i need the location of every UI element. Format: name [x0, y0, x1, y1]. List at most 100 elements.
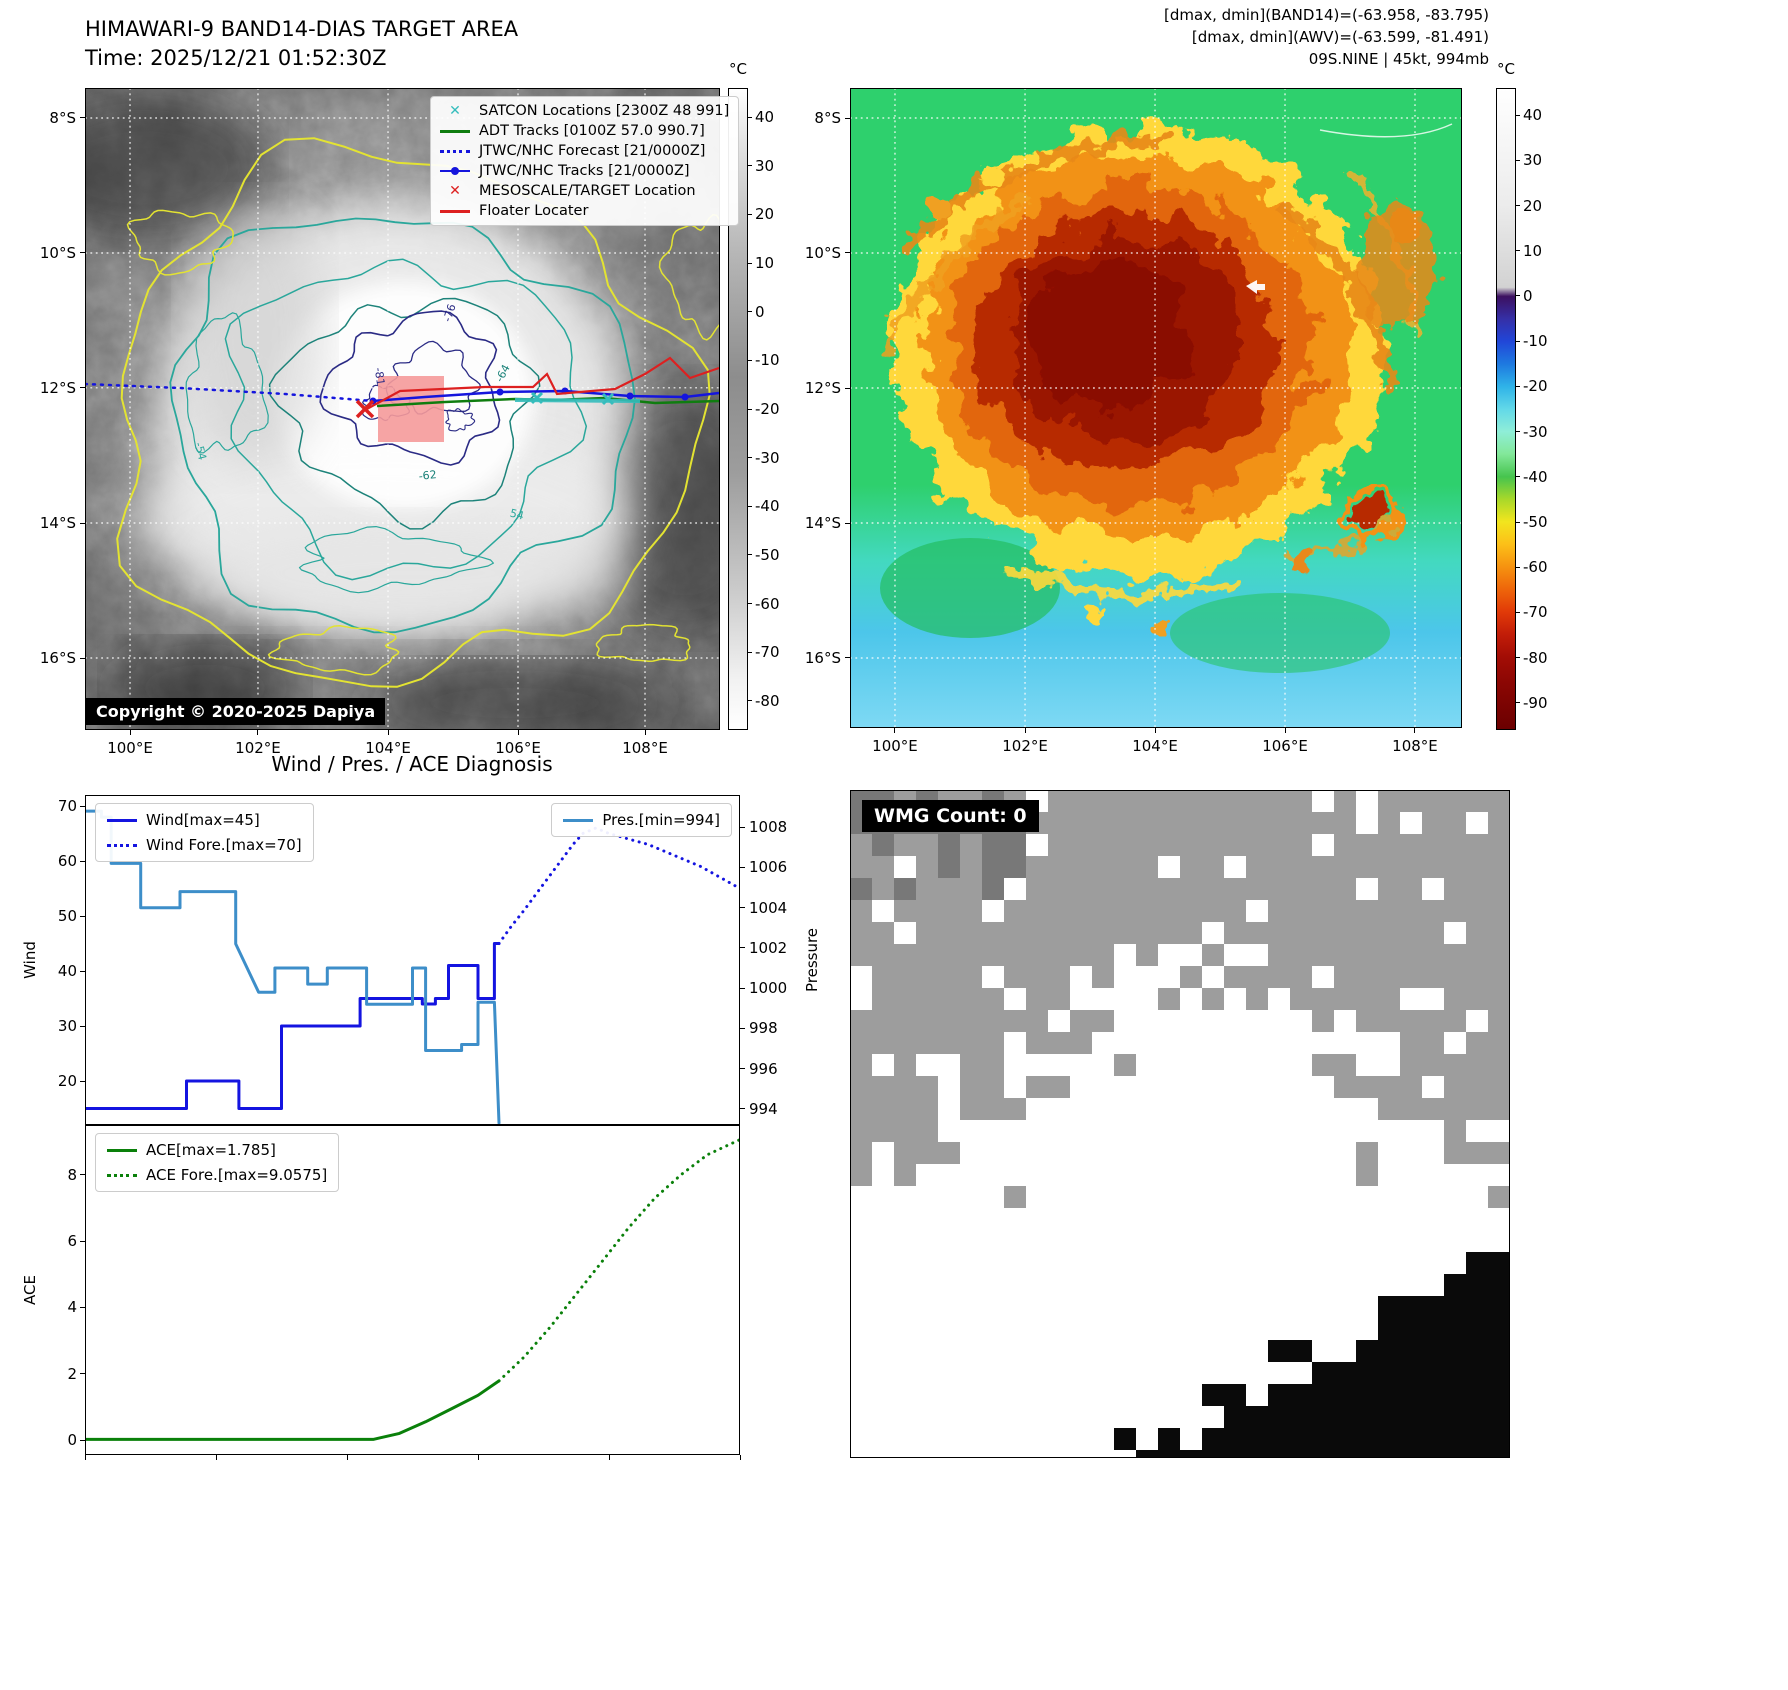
wmg-pixel [1268, 1406, 1290, 1428]
y-tick-label: 8°S [49, 108, 76, 127]
wmg-pixel [1136, 944, 1158, 966]
wmg-pixel [1466, 1450, 1488, 1458]
wmg-pixel [1444, 1010, 1466, 1032]
wmg-pixel [1048, 922, 1070, 944]
ace-tick-label: 2 [67, 1364, 77, 1383]
x-tick-label: 100°E [872, 737, 918, 755]
wmg-pixel [960, 966, 982, 988]
wmg-pixel [960, 878, 982, 900]
wmg-pixel [1246, 834, 1268, 856]
wmg-pixel [1444, 944, 1466, 966]
wmg-pixel [1356, 900, 1378, 922]
wmg-pixel [1246, 988, 1268, 1010]
wmg-pixel [1136, 922, 1158, 944]
wmg-pixel [982, 1098, 1004, 1120]
pressure-tick-mark [740, 987, 745, 989]
wmg-pixel [1466, 900, 1488, 922]
band14-time-subtitle: Time: 2025/12/21 01:52:30Z [85, 46, 387, 70]
y-tick-label: 10°S [39, 243, 76, 262]
wmg-pixel [1290, 922, 1312, 944]
wmg-pixel [1400, 1054, 1422, 1076]
wmg-pixel [1004, 856, 1026, 878]
dmax-dmin-band14-header: [dmax, dmin](BAND14)=(-63.958, -83.795) [1164, 6, 1489, 24]
legend-label: ACE[max=1.785] [146, 1141, 276, 1159]
contour-path [298, 526, 494, 594]
wmg-pixel [1048, 834, 1070, 856]
pressure-tick-mark [740, 826, 745, 828]
wmg-pixel [1026, 878, 1048, 900]
colorbar-tick-mark [1516, 431, 1520, 433]
legend-label: Wind[max=45] [146, 811, 260, 829]
colorbar-tick-label: -90 [1523, 693, 1548, 712]
wmg-pixel [1070, 900, 1092, 922]
colorbar-tick-mark [748, 603, 752, 605]
wmg-pixel [1180, 878, 1202, 900]
wmg-pixel [850, 944, 872, 966]
wmg-pixel [850, 1142, 872, 1164]
awv-imagery [850, 88, 1462, 728]
wmg-pixel [1224, 878, 1246, 900]
wmg-pixel [1444, 1142, 1466, 1164]
wmg-pixel [1466, 1318, 1488, 1340]
colorbar-tick-label: 30 [755, 156, 775, 175]
wmg-pixel [872, 1032, 894, 1054]
pressure-tick-mark [740, 866, 745, 868]
wmg-pixel [982, 988, 1004, 1010]
x-tick-mark [739, 1455, 741, 1460]
cold-cloud-core [892, 128, 1384, 572]
wmg-pixel [1136, 900, 1158, 922]
colorbar-tick-mark [748, 213, 752, 215]
wmg-pixel [938, 1032, 960, 1054]
wmg-pixel [1400, 1032, 1422, 1054]
pressure-axis-label: Pressure [803, 927, 821, 993]
wmg-pixel [1400, 944, 1422, 966]
legend-label: Floater Locater [479, 203, 589, 219]
colorbar-tick-label: -30 [755, 448, 780, 467]
wmg-pixel [1070, 856, 1092, 878]
wmg-pixel [1136, 1450, 1158, 1458]
y-tick-mark [845, 252, 850, 254]
wmg-pixel [1422, 1318, 1444, 1340]
series-line [85, 942, 501, 1110]
wmg-pixel [1400, 900, 1422, 922]
wmg-pixel [1466, 834, 1488, 856]
wmg-pixel [894, 1010, 916, 1032]
x-tick-label: 108°E [622, 739, 668, 757]
wmg-pixel [872, 1120, 894, 1142]
wmg-pixel [1444, 878, 1466, 900]
wmg-pixel [1114, 922, 1136, 944]
wmg-pixel [1400, 856, 1422, 878]
wmg-pixel [1180, 834, 1202, 856]
band14-colorbar [728, 88, 748, 730]
wmg-pixel [982, 1010, 1004, 1032]
storm-id-intensity-header: 09S.NINE | 45kt, 994mb [1308, 50, 1489, 68]
wmg-pixel [1290, 878, 1312, 900]
wmg-pixel [872, 1010, 894, 1032]
wmg-pixel [894, 988, 916, 1010]
wmg-pixel [850, 856, 872, 878]
ace-tick-mark [80, 1240, 85, 1242]
wmg-pixel [960, 856, 982, 878]
colorbar-tick-mark [1516, 159, 1520, 161]
legend-entry: ACE[max=1.785] [107, 1141, 327, 1159]
wmg-pixel [894, 1032, 916, 1054]
wmg-pixel [1224, 834, 1246, 856]
awv-grid [850, 88, 1462, 728]
wmg-pixel [1444, 1274, 1466, 1296]
wmg-pixel [1092, 966, 1114, 988]
wmg-pixel [1136, 856, 1158, 878]
legend-label: MESOSCALE/TARGET Location [479, 183, 696, 199]
legend-label: ADT Tracks [0100Z 57.0 990.7] [479, 123, 705, 139]
wmg-pixel [916, 1076, 938, 1098]
wmg-pixel [1048, 900, 1070, 922]
solid-line-swatch [440, 209, 470, 213]
wmg-pixel [1422, 1428, 1444, 1450]
wmg-pixel [1378, 834, 1400, 856]
wmg-count-label: WMG Count: 0 [862, 800, 1039, 832]
awv-colorbar [1496, 88, 1516, 730]
contour-path [224, 258, 588, 581]
wmg-pixel [1488, 878, 1510, 900]
wmg-pixel [1312, 856, 1334, 878]
wmg-pixel [1158, 878, 1180, 900]
satcon-x-icon [601, 392, 615, 406]
